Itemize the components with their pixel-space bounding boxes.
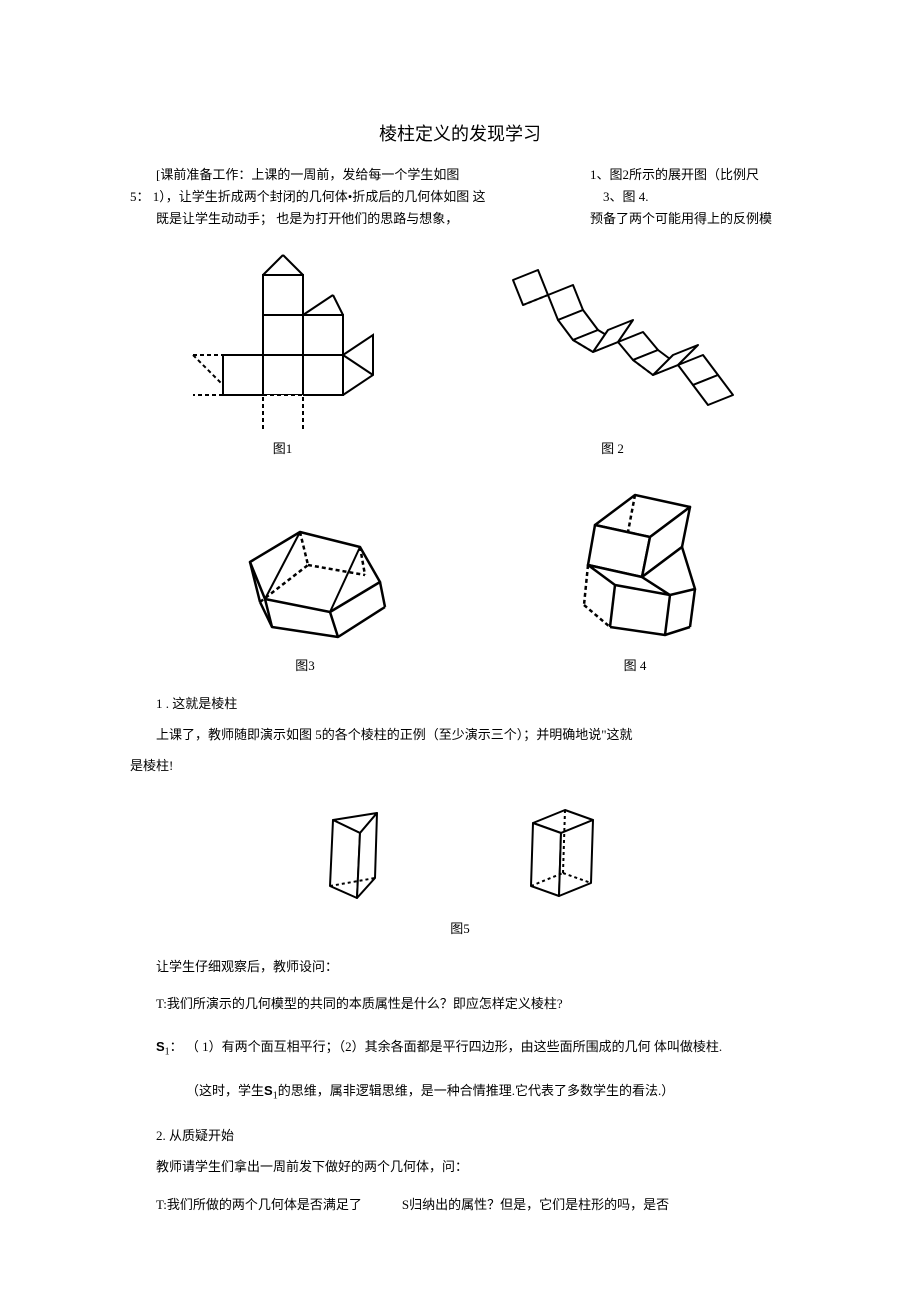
figure-5-row — [130, 798, 790, 908]
intro-right-line2: 3、图 4. — [590, 186, 790, 208]
intro-left-line2: 5： 1），让学生折成两个封闭的几何体•折成后的几何体如图 这 — [130, 186, 505, 208]
section-1: 1 . 这就是棱柱 上课了，教师随即演示如图 5的各个棱柱的正例（至少演示三个）… — [130, 692, 790, 778]
intro-left-line1: [课前准备工作：上课的一周前，发给每一个学生如图 — [130, 164, 505, 186]
intro-left-line3: 既是让学生动动手； 也是为打开他们的思路与想象， — [130, 208, 505, 230]
figure-3-caption: 图3 — [210, 655, 400, 674]
intro-right: 1、图2所示的展开图（比例尺 3、图 4. 预备了两个可能用得上的反例模 — [590, 164, 790, 230]
figure-5-prism-left — [315, 798, 395, 908]
section-2-heading: 2. 从质疑开始 — [130, 1124, 790, 1149]
t2-prefix: T:我们所做的两个几何体是否满足了 — [156, 1197, 362, 1212]
figure-2: 图 2 — [483, 250, 743, 457]
figure-5-caption: 图5 — [130, 918, 790, 937]
intro-block: [课前准备工作：上课的一周前，发给每一个学生如图 5： 1），让学生折成两个封闭… — [130, 164, 790, 230]
figure-row-1: 图1 图 2 — [130, 250, 790, 457]
intro-right-line3: 预备了两个可能用得上的反例模 — [590, 208, 790, 230]
section-2-line1: 教师请学生们拿出一周前发下做好的两个几何体，问： — [130, 1155, 790, 1180]
student-1-line: S1： （ 1）有两个面互相平行；（2）其余各面都是平行四边形，由这些面所围成的… — [130, 1035, 790, 1062]
intro-left: [课前准备工作：上课的一周前，发给每一个学生如图 5： 1），让学生折成两个封闭… — [130, 164, 505, 230]
figure-row-2: 图3 图 4 — [130, 477, 790, 674]
page-title: 棱柱定义的发现学习 — [130, 120, 790, 146]
teacher-line-1: T:我们所演示的几何模型的共同的本质属性是什么？即应怎样定义棱柱? — [130, 992, 790, 1017]
observe-line: 让学生仔细观察后，教师设问： — [130, 955, 790, 980]
t2-suffix: S归纳出的属性？但是，它们是柱形的吗，是否 — [402, 1197, 669, 1212]
s1-note-mid: 的思维，属非逻辑思维，是一种合情推理.它代表了多数学生的看法.） — [278, 1083, 675, 1098]
figure-4: 图 4 — [560, 477, 710, 674]
body-continued: 让学生仔细观察后，教师设问： T:我们所演示的几何模型的共同的本质属性是什么？即… — [130, 955, 790, 1218]
figure-1-caption: 图1 — [178, 438, 388, 457]
section-1-heading: 1 . 这就是棱柱 — [130, 692, 790, 717]
s1-label: S — [156, 1039, 165, 1054]
intro-right-line1: 1、图2所示的展开图（比例尺 — [590, 164, 790, 186]
section-1-line1: 上课了，教师随即演示如图 5的各个棱柱的正例（至少演示三个）；并明确地说"这就 — [130, 723, 790, 748]
figure-3: 图3 — [210, 507, 400, 674]
s1-note-label: S — [264, 1083, 273, 1098]
figure-5-prism-right — [515, 798, 605, 908]
section-1-line2: 是棱柱! — [130, 754, 790, 779]
s1-content: ： （ 1）有两个面互相平行；（2）其余各面都是平行四边形，由这些面所围成的几何… — [170, 1039, 723, 1054]
figure-2-caption: 图 2 — [483, 438, 743, 457]
teacher-line-2: T:我们所做的两个几何体是否满足了 S归纳出的属性？但是，它们是柱形的吗，是否 — [130, 1193, 790, 1218]
s1-note-prefix: （这时，学生 — [186, 1083, 264, 1098]
figure-4-caption: 图 4 — [560, 655, 710, 674]
figure-1: 图1 — [178, 250, 388, 457]
student-1-note: （这时，学生S1的思维，属非逻辑思维，是一种合情推理.它代表了多数学生的看法.） — [160, 1079, 790, 1106]
